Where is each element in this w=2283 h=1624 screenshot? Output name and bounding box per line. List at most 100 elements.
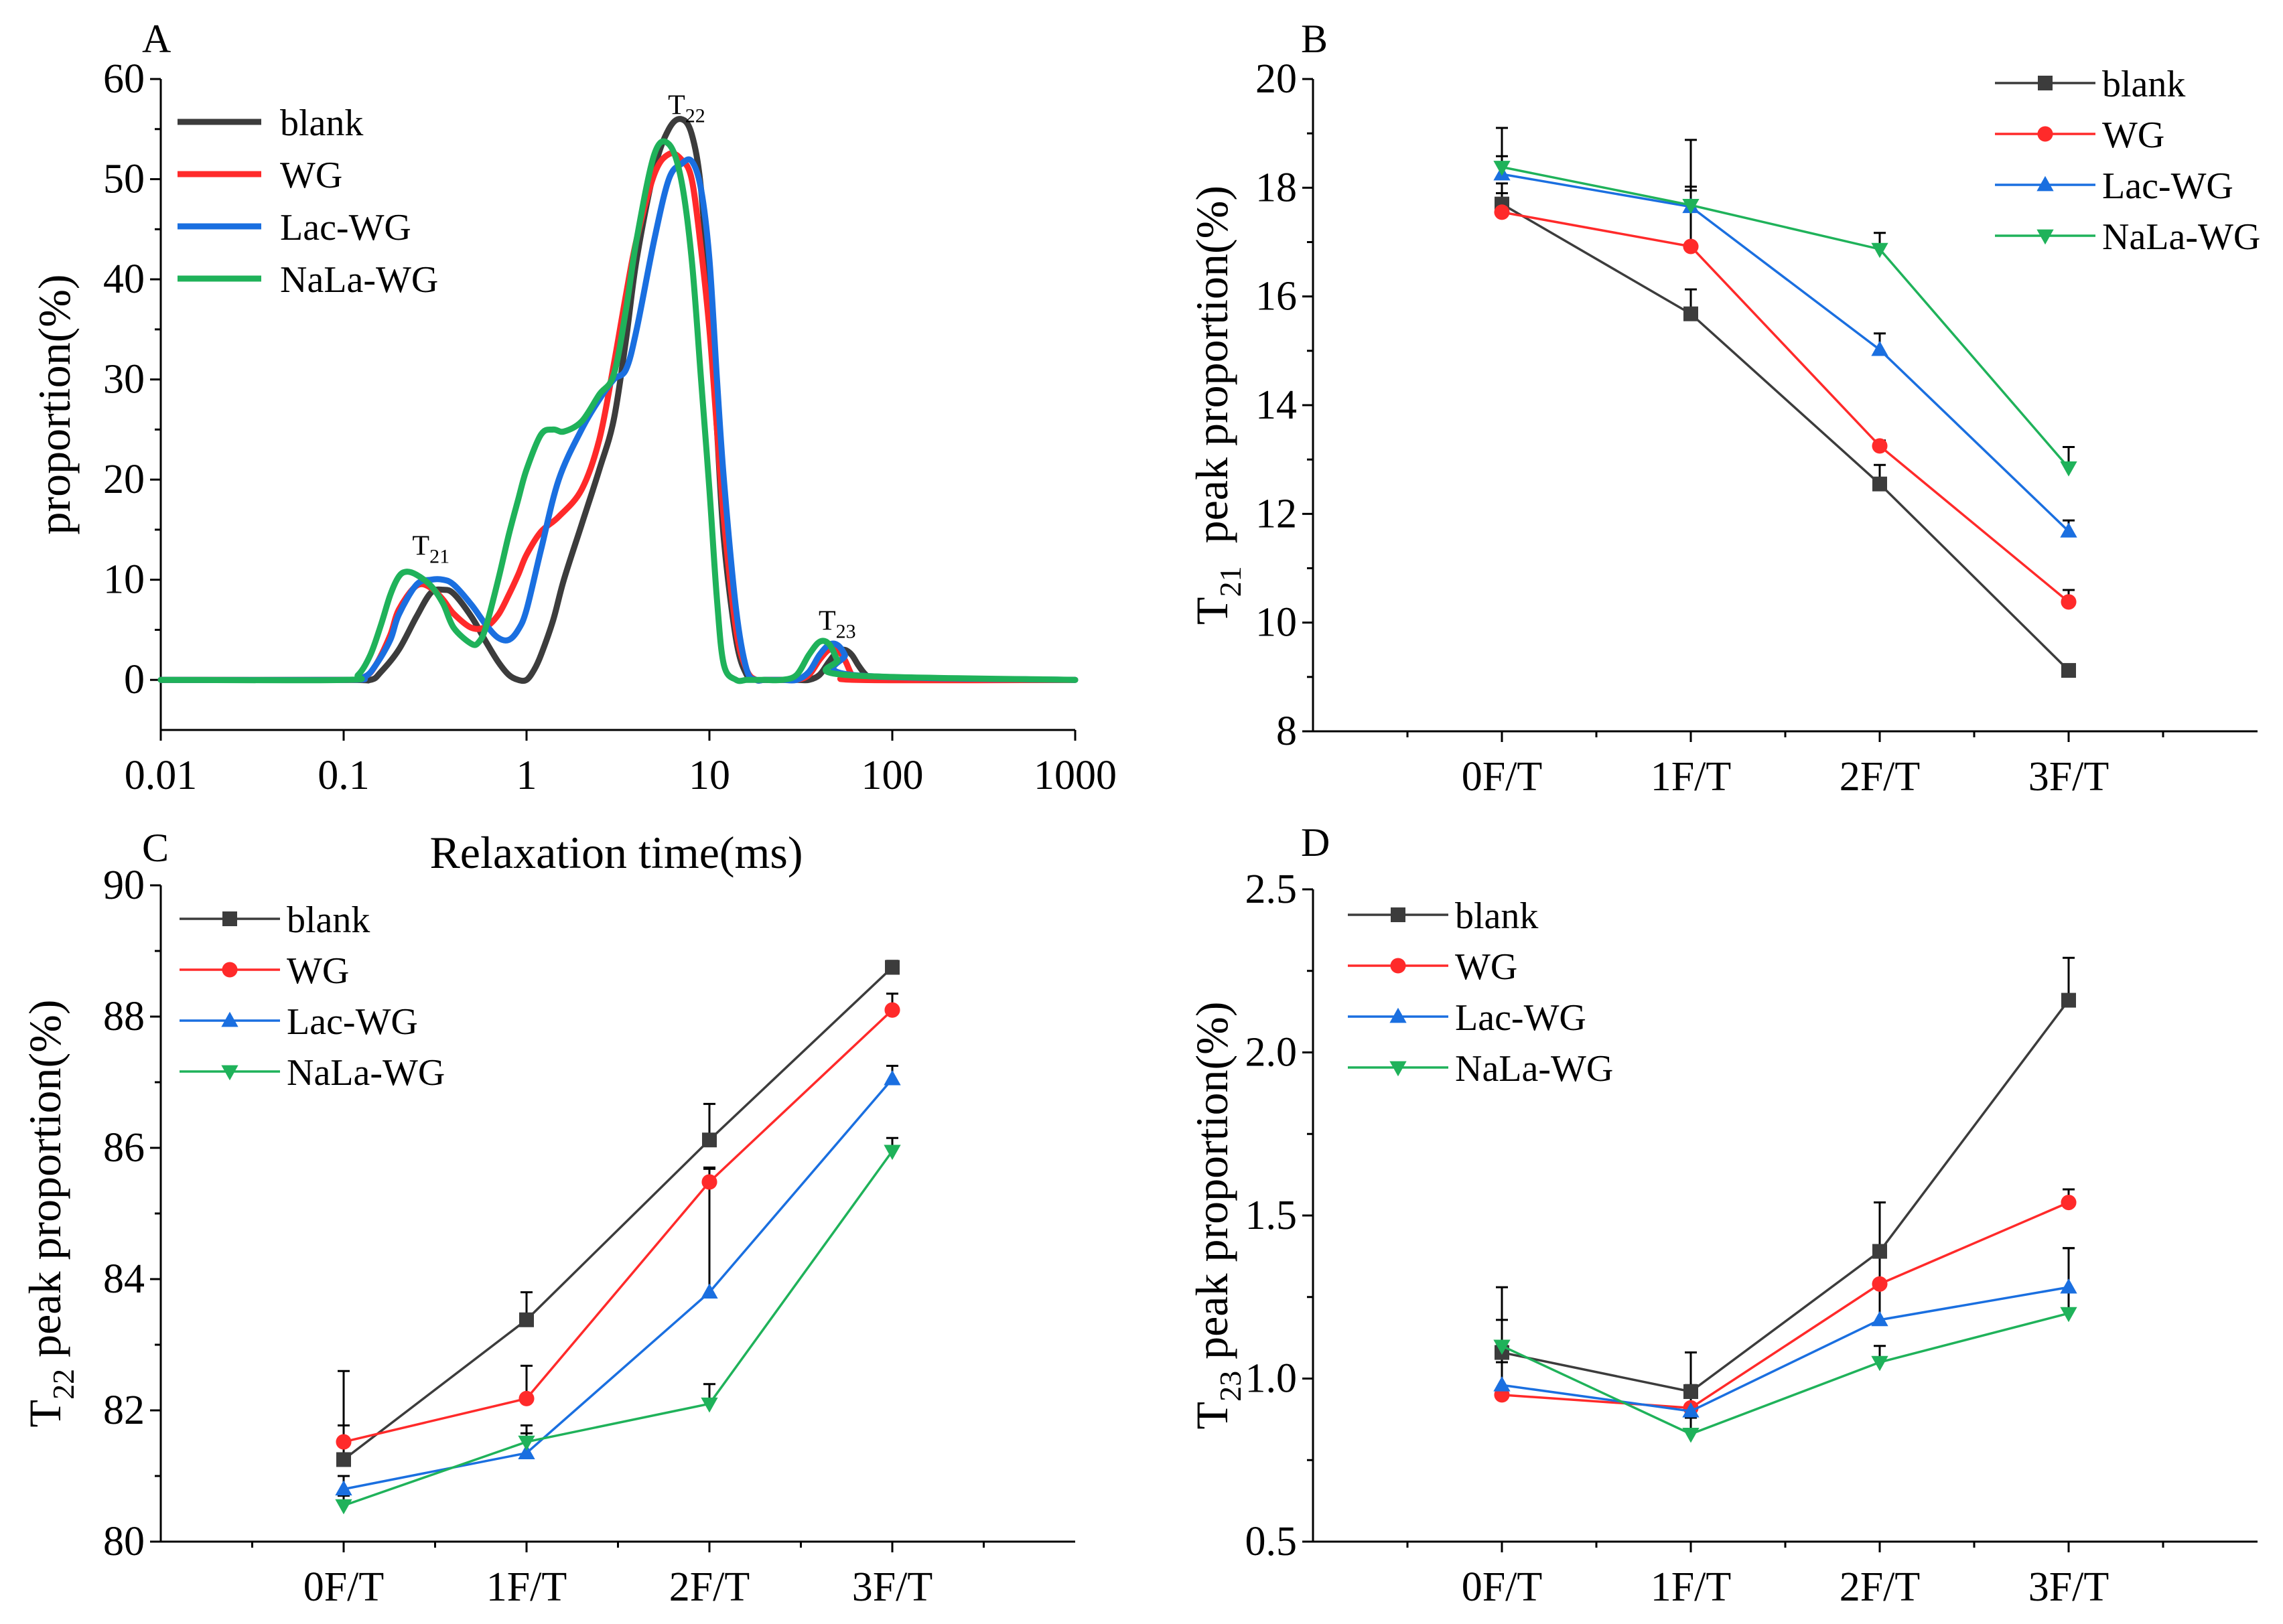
legend-marker-lac-wg (2036, 175, 2054, 192)
data-point-nala-wg (518, 1435, 535, 1451)
x-tick-label: 0F/T (1462, 754, 1543, 800)
data-point-lac-wg (335, 1480, 352, 1495)
data-point-nala-wg (335, 1499, 352, 1515)
data-point-wg (1872, 438, 1888, 454)
series-line-nala-wg (1501, 1312, 2069, 1436)
series-line-lac-wg (1501, 1286, 2069, 1413)
x-tick-label: 0F/T (1462, 1564, 1543, 1610)
data-point-wg (518, 1390, 535, 1406)
panel-c: C 80 82 84 86 88 90 0F/T 1F/T 2F/T 3F/T T22 peak pr… (19, 826, 1075, 1610)
legend-label-lac-wg: Lac-WG (1455, 997, 1586, 1039)
y-axis-title-sub: 23 (1213, 1371, 1247, 1402)
data-point-blank (1683, 306, 1698, 321)
y-axis-title-sub: 22 (46, 1369, 80, 1400)
y-axis-title-rest: peak proportion(%) (19, 1000, 70, 1369)
data-point-wg (884, 1002, 900, 1018)
data-point-nala-wg (1682, 198, 1700, 214)
legend-label-lac-wg: Lac-WG (280, 207, 411, 248)
y-axis-title-base: T (19, 1400, 70, 1428)
y-axis-title-base: T (1186, 1402, 1237, 1430)
y-tick-label: 8 (1276, 709, 1297, 754)
panel-letter-d: D (1301, 820, 1330, 865)
legend: blank WG Lac-WG NaLa-WG (180, 899, 445, 1094)
data-point-wg (2061, 1194, 2077, 1211)
legend-label-blank: blank (280, 102, 363, 144)
legend-label-blank: blank (2102, 64, 2185, 105)
data-point-blank (702, 1132, 717, 1148)
data-point-blank (336, 1452, 351, 1467)
y-axis-title: T22 peak proportion(%) (19, 1000, 80, 1428)
peak-annotation-base: T (819, 605, 836, 636)
y-tick-label: 90 (103, 863, 145, 908)
legend: blank WG Lac-WG NaLa-WG (1348, 895, 1613, 1090)
peak-annotation: T21 (412, 530, 449, 567)
peak-annotation-sub: 23 (836, 620, 856, 642)
data-point-blank (885, 960, 900, 975)
data-point-nala-wg (701, 1397, 718, 1413)
peak-annotation-base: T (412, 530, 429, 561)
y-tick-label: 10 (1255, 600, 1297, 646)
x-tick-label: 2F/T (1840, 1564, 1921, 1610)
x-tick-label: 3F/T (2028, 754, 2109, 800)
series-line-nala-wg (1501, 165, 2070, 469)
y-tick-label: 40 (103, 256, 145, 302)
y-tick-label: 0 (124, 657, 145, 703)
data-point-wg (1872, 1276, 1888, 1292)
legend-label-nala-wg: NaLa-WG (287, 1052, 445, 1094)
series-line-lac-wg (1501, 173, 2070, 532)
data-point-lac-wg (1682, 1402, 1700, 1418)
legend-marker-nala-wg (1389, 1061, 1407, 1077)
data-point-lac-wg (701, 1283, 718, 1299)
y-tick-label: 2.5 (1245, 867, 1298, 912)
peak-annotation: T22 (668, 90, 705, 127)
x-tick-label: 100 (861, 753, 924, 798)
peak-annotation: T23 (819, 605, 856, 642)
y-tick-label: 82 (103, 1388, 145, 1433)
data-point-blank (2061, 992, 2076, 1008)
legend-marker-lac-wg (221, 1011, 238, 1027)
legend-label-wg: WG (2102, 115, 2164, 156)
panel-letter-c: C (142, 826, 169, 870)
data-point-lac-wg (1493, 1376, 1511, 1392)
legend-marker-lac-wg (1389, 1007, 1407, 1023)
y-tick-label: 30 (103, 357, 145, 402)
x-tick-label: 1F/T (1651, 754, 1732, 800)
y-axis-title: T21 peak proportion(%) (1186, 186, 1247, 625)
data-point-lac-wg (884, 1069, 901, 1086)
data-point-nala-wg (1871, 1355, 1888, 1372)
legend-label-wg: WG (280, 155, 342, 196)
y-tick-label: 1.0 (1245, 1356, 1298, 1402)
series-line-lac-wg (157, 156, 1079, 684)
x-tick-label: 2F/T (1840, 754, 1921, 800)
series-line-lac-wg (343, 1078, 894, 1491)
x-tick-label: 0.01 (125, 753, 198, 798)
x-tick-label: 0F/T (303, 1564, 385, 1610)
panel-letter-b: B (1301, 17, 1328, 61)
legend-label-nala-wg: NaLa-WG (280, 259, 438, 301)
data-point-lac-wg (518, 1444, 535, 1460)
data-point-nala-wg (1871, 242, 1888, 259)
series-line-blank (1501, 203, 2070, 672)
data-point-blank (519, 1312, 534, 1327)
y-tick-label: 20 (1255, 56, 1297, 102)
legend-marker-blank (1391, 907, 1405, 922)
data-point-blank (1872, 1244, 1887, 1259)
legend-marker-wg (1390, 958, 1406, 974)
legend-marker-nala-wg (221, 1065, 238, 1081)
data-point-wg (1494, 204, 1510, 220)
y-tick-label: 84 (103, 1256, 145, 1302)
y-tick-label: 60 (103, 56, 145, 102)
data-point-nala-wg (1493, 1339, 1511, 1355)
data-point-wg (336, 1434, 352, 1450)
series-line-blank (157, 116, 1079, 684)
y-tick-label: 86 (103, 1125, 145, 1171)
legend-label-wg: WG (1455, 946, 1517, 988)
data-point-lac-wg (1871, 341, 1888, 356)
legend-label-lac-wg: Lac-WG (2102, 165, 2233, 207)
data-point-blank (1872, 476, 1887, 492)
panel-letter-a: A (142, 17, 171, 61)
y-axis-title-rest: peak proportion(%) (1186, 186, 1237, 566)
peak-annotation-sub: 22 (685, 104, 705, 127)
data-point-blank (2061, 663, 2076, 678)
